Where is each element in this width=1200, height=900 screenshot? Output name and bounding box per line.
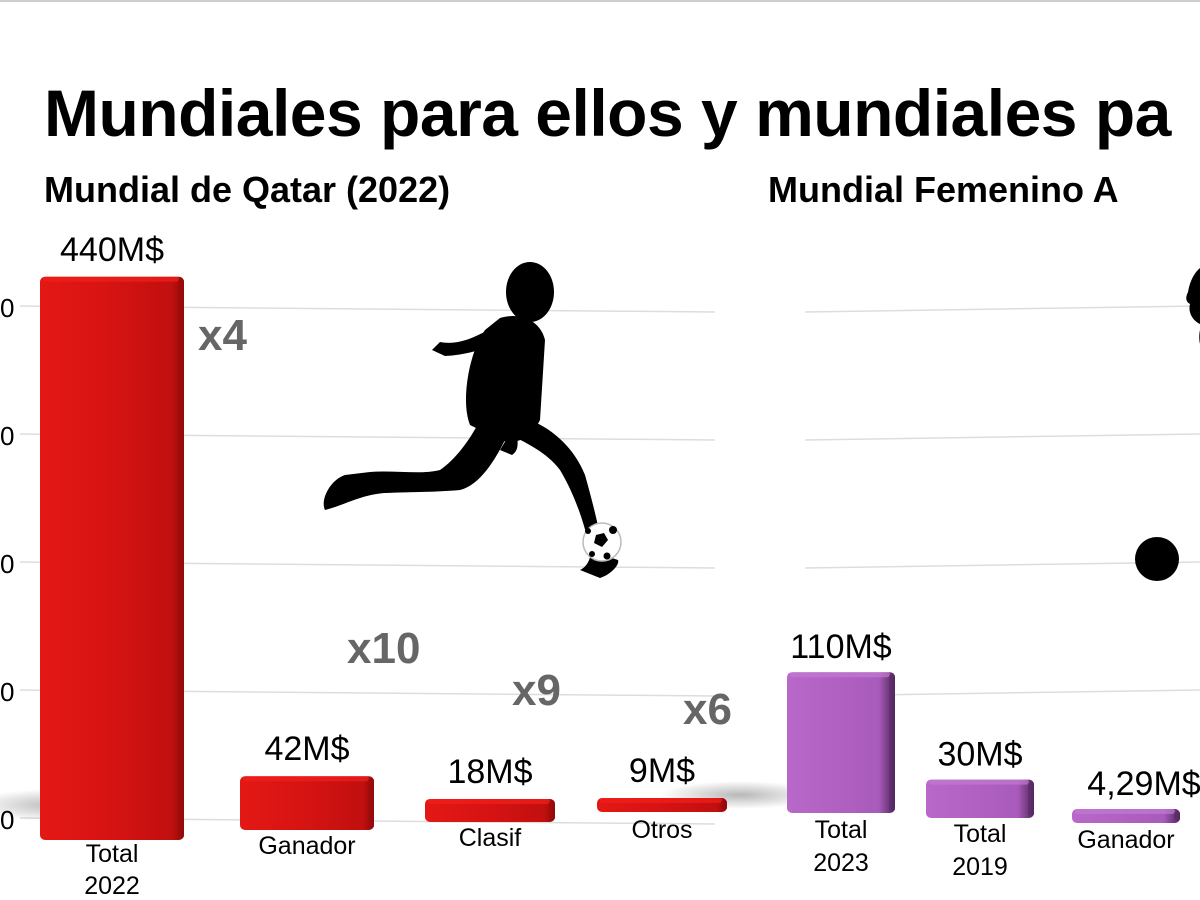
- bar-men-side: [368, 779, 374, 827]
- bar-men-side: [178, 279, 184, 837]
- category-label: Ganador: [258, 832, 355, 860]
- y-tick-label: 0: [0, 549, 14, 579]
- gridline-right: [804, 433, 1200, 441]
- value-label: 440M$: [60, 231, 164, 269]
- bar-women-side: [1174, 812, 1180, 820]
- y-tick-label: 0: [0, 805, 14, 835]
- bar-women-body: [787, 672, 895, 813]
- soccer-player-silhouette-partial-icon: [1135, 268, 1200, 581]
- chart-title-qatar: Mundial de Qatar (2022): [44, 169, 451, 210]
- bar-men-body: [425, 798, 555, 822]
- bar-women-top: [790, 672, 890, 678]
- y-tick-label: 0: [0, 293, 14, 323]
- value-label: 110M$: [790, 628, 892, 666]
- bar-men-top: [428, 798, 550, 804]
- category-label: Ganador: [1077, 826, 1174, 854]
- bar-men: [240, 776, 374, 830]
- bar-men-body: [240, 776, 374, 830]
- value-label: 9M$: [629, 752, 695, 790]
- multiplier-annotation: x9: [512, 666, 561, 715]
- gridline-right: [804, 561, 1200, 569]
- category-label: 2023: [813, 849, 869, 877]
- bar-men: [597, 798, 727, 812]
- chart-title-femenino: Mundial Femenino A: [768, 169, 1119, 210]
- value-label: 18M$: [447, 753, 532, 791]
- bar-men-top: [600, 798, 722, 803]
- category-label: Otros: [631, 816, 692, 844]
- category-label: Total: [86, 840, 139, 868]
- multiplier-annotation: x4: [198, 311, 247, 360]
- value-label: 42M$: [264, 730, 349, 768]
- bar-women-body: [926, 779, 1034, 818]
- bar-women-side: [889, 675, 895, 810]
- bar-men-side: [549, 801, 555, 819]
- y-tick-label: 0: [0, 421, 14, 451]
- category-label: Clasif: [459, 824, 522, 852]
- value-label: 30M$: [937, 736, 1022, 774]
- multiplier-annotation: x6: [683, 685, 732, 734]
- category-label: Total: [954, 820, 1007, 848]
- bar-women: [787, 672, 895, 813]
- value-label: 4,29M$: [1087, 765, 1200, 803]
- category-label: Total: [815, 816, 868, 844]
- bar-men-side: [721, 801, 727, 809]
- bar-men-top: [43, 276, 179, 282]
- bar-men: [40, 276, 184, 840]
- bar-women: [1072, 809, 1180, 823]
- main-title: Mundiales para ellos y mundiales pa: [44, 76, 1171, 150]
- bar-men-top: [243, 776, 369, 782]
- bar-women-top: [1075, 809, 1175, 814]
- gridline-right: [804, 305, 1200, 313]
- top-border: [0, 0, 1200, 2]
- y-tick-label: 0: [0, 677, 14, 707]
- bar-women-side: [1028, 782, 1034, 815]
- multiplier-annotation: x10: [347, 624, 420, 673]
- category-label: 2022: [84, 872, 140, 900]
- bar-men-body: [40, 276, 184, 840]
- bar-women-top: [929, 779, 1029, 785]
- bar-women: [926, 779, 1034, 818]
- soccer-ball-icon: [582, 522, 622, 562]
- category-label: 2019: [952, 853, 1008, 881]
- bar-men: [425, 798, 555, 822]
